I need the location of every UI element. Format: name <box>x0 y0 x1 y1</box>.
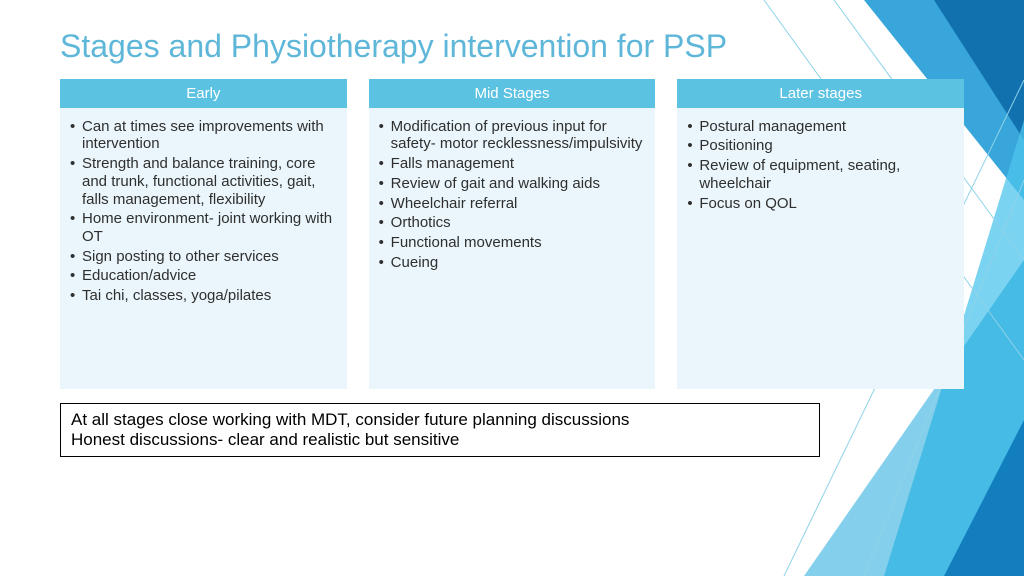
stage-bullet: Focus on QOL <box>687 195 954 213</box>
stage-bullet: Tai chi, classes, yoga/pilates <box>70 287 337 305</box>
stage-bullet: Functional movements <box>379 234 646 252</box>
stage-column: Early Can at times see improvements with … <box>60 79 347 389</box>
stage-column-body: Modification of previous input for safet… <box>369 108 656 389</box>
stage-bullet: Sign posting to other services <box>70 248 337 266</box>
stage-bullet: Cueing <box>379 254 646 272</box>
page-title: Stages and Physiotherapy intervention fo… <box>60 28 964 65</box>
stage-column: Mid Stages Modification of previous input… <box>369 79 656 389</box>
stage-bullet: Review of gait and walking aids <box>379 175 646 193</box>
stage-bullet: Positioning <box>687 137 954 155</box>
stage-column-header: Early <box>60 79 347 108</box>
footer-line-1: At all stages close working with MDT, co… <box>71 410 809 430</box>
stage-bullet: Review of equipment, seating, wheelchair <box>687 157 954 192</box>
stage-bullet: Orthotics <box>379 214 646 232</box>
footer-line-2: Honest discussions- clear and realistic … <box>71 430 809 450</box>
stage-bullet: Strength and balance training, core and … <box>70 155 337 208</box>
stage-bullet: Postural management <box>687 118 954 136</box>
stage-column-body: Can at times see improvements with inter… <box>60 108 347 389</box>
footer-note-box: At all stages close working with MDT, co… <box>60 403 820 457</box>
stage-column-header: Later stages <box>677 79 964 108</box>
stage-bullet: Falls management <box>379 155 646 173</box>
stage-bullet: Home environment- joint working with OT <box>70 210 337 245</box>
stage-bullet: Modification of previous input for safet… <box>379 118 646 153</box>
stage-bullet: Can at times see improvements with inter… <box>70 118 337 153</box>
stage-column: Later stagesPostural managementPositioni… <box>677 79 964 389</box>
stage-column-body: Postural managementPositioning Review of … <box>677 108 964 389</box>
stage-columns: Early Can at times see improvements with … <box>60 79 964 389</box>
stage-bullet: Wheelchair referral <box>379 195 646 213</box>
stage-bullet: Education/advice <box>70 267 337 285</box>
stage-column-header: Mid Stages <box>369 79 656 108</box>
slide-content: Stages and Physiotherapy intervention fo… <box>0 0 1024 457</box>
